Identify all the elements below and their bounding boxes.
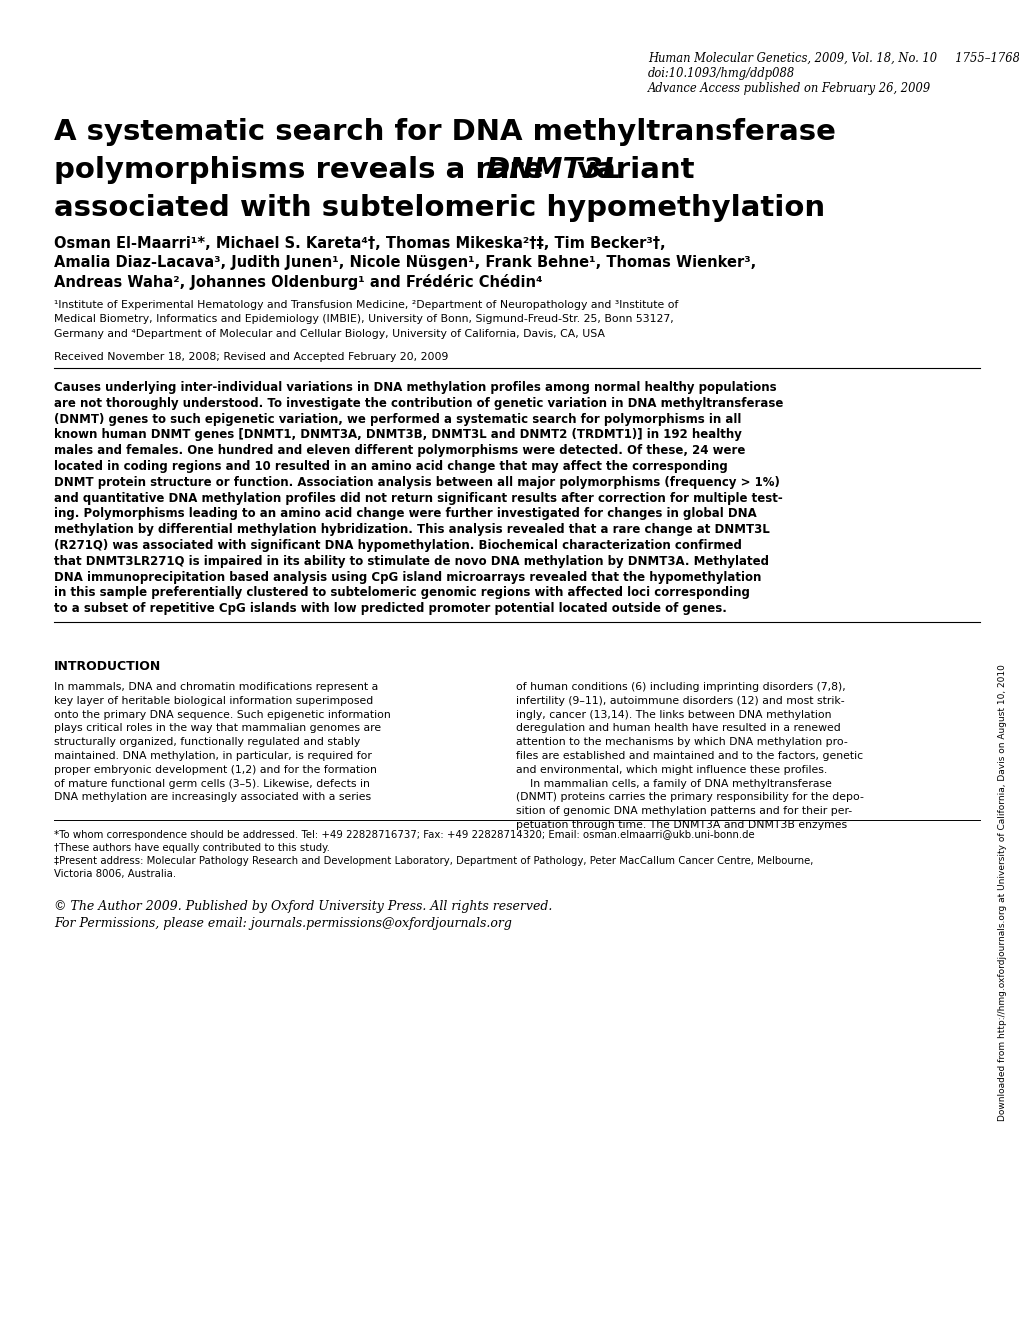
Text: Downloaded from http://hmg.oxfordjournals.org at University of California, Davis: Downloaded from http://hmg.oxfordjournal… [998, 664, 1007, 1120]
Text: located in coding regions and 10 resulted in an amino acid change that may affec: located in coding regions and 10 resulte… [54, 460, 727, 473]
Text: In mammalian cells, a family of DNA methyltransferase: In mammalian cells, a family of DNA meth… [516, 779, 832, 788]
Text: associated with subtelomeric hypomethylation: associated with subtelomeric hypomethyla… [54, 194, 824, 222]
Text: known human DNMT genes [​DNMT1​, ​DNMT3A​, ​DNMT3B​, ​DNMT3L​ and ​DNMT2 (TRDMT1: known human DNMT genes [​DNMT1​, ​DNMT3A… [54, 428, 741, 441]
Text: A systematic search for DNA methyltransferase: A systematic search for DNA methyltransf… [54, 118, 835, 146]
Text: deregulation and human health have resulted in a renewed: deregulation and human health have resul… [516, 723, 840, 734]
Text: onto the primary DNA sequence. Such epigenetic information: onto the primary DNA sequence. Such epig… [54, 710, 390, 719]
Text: and quantitative DNA methylation profiles did not return significant results aft: and quantitative DNA methylation profile… [54, 492, 782, 505]
Text: Amalia Diaz-Lacava³, Judith Junen¹, Nicole Nüsgen¹, Frank Behne¹, Thomas Wienker: Amalia Diaz-Lacava³, Judith Junen¹, Nico… [54, 255, 755, 270]
Text: proper embryonic development (1,2) and for the formation: proper embryonic development (1,2) and f… [54, 764, 376, 775]
Text: polymorphisms reveals a rare: polymorphisms reveals a rare [54, 155, 553, 183]
Text: doi:10.1093/hmg/ddp088: doi:10.1093/hmg/ddp088 [647, 66, 795, 80]
Text: to a subset of repetitive CpG islands with low predicted promoter potential loca: to a subset of repetitive CpG islands wi… [54, 602, 727, 615]
Text: Victoria 8006, Australia.: Victoria 8006, Australia. [54, 869, 176, 878]
Text: (DNMT) proteins carries the primary responsibility for the depo-: (DNMT) proteins carries the primary resp… [516, 792, 863, 803]
Text: plays critical roles in the way that mammalian genomes are: plays critical roles in the way that mam… [54, 723, 381, 734]
Text: males and females. One hundred and eleven different polymorphisms were detected.: males and females. One hundred and eleve… [54, 444, 745, 457]
Text: Germany and ⁴Department of Molecular and Cellular Biology, University of Califor: Germany and ⁴Department of Molecular and… [54, 330, 604, 339]
Text: that DNMT3LR271Q is impaired in its ability to stimulate de novo DNA methylation: that DNMT3LR271Q is impaired in its abil… [54, 554, 768, 567]
Text: attention to the mechanisms by which DNA methylation pro-: attention to the mechanisms by which DNA… [516, 738, 847, 747]
Text: In mammals, DNA and chromatin modifications represent a: In mammals, DNA and chromatin modificati… [54, 682, 378, 692]
Text: INTRODUCTION: INTRODUCTION [54, 661, 161, 672]
Text: ¹Institute of Experimental Hematology and Transfusion Medicine, ²Department of N: ¹Institute of Experimental Hematology an… [54, 300, 678, 310]
Text: petuation through time. The DNMT3A and DNMT3B enzymes: petuation through time. The DNMT3A and D… [516, 820, 847, 831]
Text: DNA immunoprecipitation based analysis using CpG island microarrays revealed tha: DNA immunoprecipitation based analysis u… [54, 570, 760, 583]
Text: Osman El-Maarri¹*, Michael S. Kareta⁴†, Thomas Mikeska²†‡, Tim Becker³†,: Osman El-Maarri¹*, Michael S. Kareta⁴†, … [54, 237, 665, 251]
Text: ingly, cancer (13,14). The links between DNA methylation: ingly, cancer (13,14). The links between… [516, 710, 830, 719]
Text: For Permissions, please email: journals.permissions@oxfordjournals.org: For Permissions, please email: journals.… [54, 917, 512, 930]
Text: and environmental, which might influence these profiles.: and environmental, which might influence… [516, 764, 826, 775]
Text: DNA methylation are increasingly associated with a series: DNA methylation are increasingly associa… [54, 792, 371, 803]
Text: DNMT3L: DNMT3L [484, 155, 621, 183]
Text: sition of genomic DNA methylation patterns and for their per-: sition of genomic DNA methylation patter… [516, 807, 851, 816]
Text: of human conditions (6) including imprinting disorders (7,8),: of human conditions (6) including imprin… [516, 682, 845, 692]
Text: of mature functional germ cells (3–5). Likewise, defects in: of mature functional germ cells (3–5). L… [54, 779, 370, 788]
Text: (DNMT) genes to such epigenetic variation, we performed a systematic search for : (DNMT) genes to such epigenetic variatio… [54, 412, 741, 425]
Text: are not thoroughly understood. To investigate the contribution of genetic variat: are not thoroughly understood. To invest… [54, 397, 783, 409]
Text: in this sample preferentially clustered to subtelomeric genomic regions with aff: in this sample preferentially clustered … [54, 586, 749, 599]
Text: files are established and maintained and to the factors, genetic: files are established and maintained and… [516, 751, 862, 762]
Text: *To whom correspondence should be addressed. Tel: +49 22828716737; Fax: +49 2282: *To whom correspondence should be addres… [54, 831, 754, 840]
Text: ing. Polymorphisms leading to an amino acid change were further investigated for: ing. Polymorphisms leading to an amino a… [54, 508, 756, 521]
Text: Advance Access published on February 26, 2009: Advance Access published on February 26,… [647, 82, 930, 94]
Text: Causes underlying inter-individual variations in DNA methylation profiles among : Causes underlying inter-individual varia… [54, 381, 775, 393]
Text: ‡Present address: Molecular Pathology Research and Development Laboratory, Depar: ‡Present address: Molecular Pathology Re… [54, 856, 812, 867]
Text: Received November 18, 2008; Revised and Accepted February 20, 2009: Received November 18, 2008; Revised and … [54, 352, 448, 361]
Text: infertility (9–11), autoimmune disorders (12) and most strik-: infertility (9–11), autoimmune disorders… [516, 696, 844, 706]
Text: © The Author 2009. Published by Oxford University Press. All rights reserved.: © The Author 2009. Published by Oxford U… [54, 900, 552, 913]
Text: maintained. DNA methylation, in particular, is required for: maintained. DNA methylation, in particul… [54, 751, 372, 762]
Text: variant: variant [567, 155, 694, 183]
Text: methylation by differential methylation hybridization. This analysis revealed th: methylation by differential methylation … [54, 524, 769, 536]
Text: DNMT protein structure or function. Association analysis between all major polym: DNMT protein structure or function. Asso… [54, 476, 780, 489]
Text: Human Molecular Genetics, 2009, Vol. 18, No. 10     1755–1768: Human Molecular Genetics, 2009, Vol. 18,… [647, 52, 1019, 65]
Text: Medical Biometry, Informatics and Epidemiology (IMBIE), University of Bonn, Sigm: Medical Biometry, Informatics and Epidem… [54, 315, 674, 324]
Text: structurally organized, functionally regulated and stably: structurally organized, functionally reg… [54, 738, 360, 747]
Text: Andreas Waha², Johannes Oldenburg¹ and Frédéric Chédin⁴: Andreas Waha², Johannes Oldenburg¹ and F… [54, 274, 542, 290]
Text: †These authors have equally contributed to this study.: †These authors have equally contributed … [54, 843, 329, 853]
Text: key layer of heritable biological information superimposed: key layer of heritable biological inform… [54, 696, 373, 706]
Text: (R271Q) was associated with significant DNA hypomethylation. Biochemical charact: (R271Q) was associated with significant … [54, 540, 741, 552]
